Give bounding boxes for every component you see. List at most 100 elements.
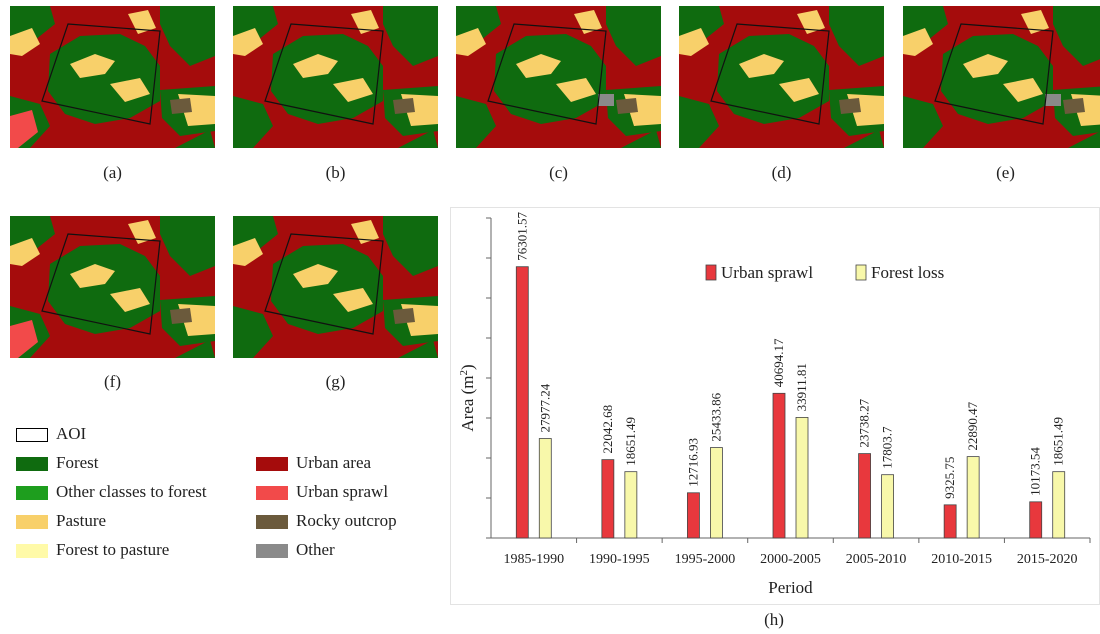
data-label: 25433.86 (708, 392, 723, 441)
map-region (175, 130, 215, 148)
map-region (233, 238, 263, 266)
map-region (1003, 78, 1043, 102)
legend-swatch (705, 264, 717, 281)
legend-label: Urban sprawl (721, 263, 813, 282)
map-region (128, 220, 156, 244)
data-label: 18651.49 (623, 417, 638, 466)
map-region (271, 34, 383, 124)
data-label: 10173.54 (1028, 447, 1043, 496)
map-region (271, 244, 383, 334)
map-region (963, 54, 1008, 78)
map-region (1045, 94, 1061, 106)
map-region (829, 6, 884, 66)
panel-label-a: (a) (103, 163, 122, 182)
panel-label-c: (c) (549, 163, 568, 182)
map-region (10, 320, 38, 358)
aoi-outline (487, 23, 607, 125)
data-label: 22890.47 (965, 401, 980, 450)
map-region (456, 28, 486, 56)
panel-label-e: (e) (996, 163, 1015, 182)
map-region (233, 306, 273, 358)
bar (687, 492, 700, 539)
x-tick-label: 2000-2005 (760, 552, 821, 567)
map-region (160, 6, 215, 66)
map-region (598, 94, 614, 106)
legend-label: Other classes to forest (56, 482, 207, 501)
data-label: 12716.93 (685, 438, 700, 487)
map-region (574, 10, 602, 34)
map-region (48, 34, 160, 124)
map-region (494, 34, 606, 124)
land-cover-map (10, 216, 215, 358)
map-region (110, 78, 150, 102)
map-region (383, 216, 438, 276)
x-tick-label: 1990-1995 (589, 552, 650, 567)
bar (1029, 501, 1043, 539)
legend-label: AOI (56, 424, 87, 443)
land-cover-map (456, 6, 661, 148)
map-region (606, 6, 661, 66)
map-region (393, 98, 415, 114)
land-cover-map (679, 6, 884, 148)
legend-label: Forest (56, 453, 99, 472)
map-region (516, 54, 561, 78)
data-label: 27977.24 (537, 383, 552, 432)
map-region (839, 98, 861, 114)
data-label: 9325.75 (942, 457, 957, 499)
data-label: 22042.68 (600, 405, 615, 454)
map-region (333, 78, 373, 102)
map-panel-d (679, 6, 884, 148)
bar (624, 471, 638, 539)
map-region (70, 54, 115, 78)
data-label: 40694.17 (771, 338, 786, 387)
bar (1052, 471, 1066, 539)
x-tick-label: 1995-2000 (675, 552, 736, 567)
x-tick-label: 2005-2010 (846, 552, 907, 567)
color-swatch (256, 457, 288, 471)
map-region (128, 10, 156, 34)
color-swatch (256, 544, 288, 558)
map-region (1053, 6, 1100, 66)
data-label: 76301.57 (514, 211, 529, 260)
data-label: 17803.7 (880, 426, 895, 469)
map-region (398, 340, 438, 358)
map-region (679, 96, 719, 148)
map-region (456, 96, 496, 148)
panel-label-g: (g) (325, 372, 346, 391)
chart-legend: Urban sprawl Forest loss (705, 263, 944, 282)
panel-label-b: (b) (325, 163, 346, 182)
y-axis-label: Area (m2) (458, 364, 477, 431)
bar (858, 453, 871, 539)
aoi-outline (710, 23, 830, 125)
map-region (48, 244, 160, 334)
map-region (175, 340, 215, 358)
map-region (351, 220, 379, 244)
map-panel-b (233, 6, 438, 148)
map-region (398, 130, 438, 148)
x-tick-label: 2010-2015 (931, 552, 992, 567)
color-swatch (16, 486, 48, 500)
legend-label: Rocky outcrop (296, 511, 397, 530)
aoi-outline (934, 23, 1054, 125)
map-region (233, 28, 263, 56)
map-region (903, 28, 933, 56)
color-swatch (16, 544, 48, 558)
map-region (1063, 98, 1085, 114)
bar-chart-panel: 1985-1990 76301.57 27977.24 1990-1995 22042.… (450, 207, 1100, 605)
legend-label: Pasture (56, 511, 107, 530)
legend-label: Other (296, 540, 335, 559)
map-region (903, 96, 943, 148)
color-swatch (16, 515, 48, 529)
land-cover-map (903, 6, 1100, 148)
data-label: 33911.81 (794, 363, 809, 411)
land-cover-map (10, 6, 215, 148)
legend-label: Forest to pasture (56, 540, 170, 559)
map-region (393, 308, 415, 324)
map-region (70, 264, 115, 288)
legend-label: Urban area (296, 453, 372, 472)
data-label: 23738.27 (857, 398, 872, 447)
map-panel-g (233, 216, 438, 358)
land-cover-map (233, 216, 438, 358)
map-panel-e (903, 6, 1100, 148)
data-label: 18651.49 (1051, 417, 1066, 466)
